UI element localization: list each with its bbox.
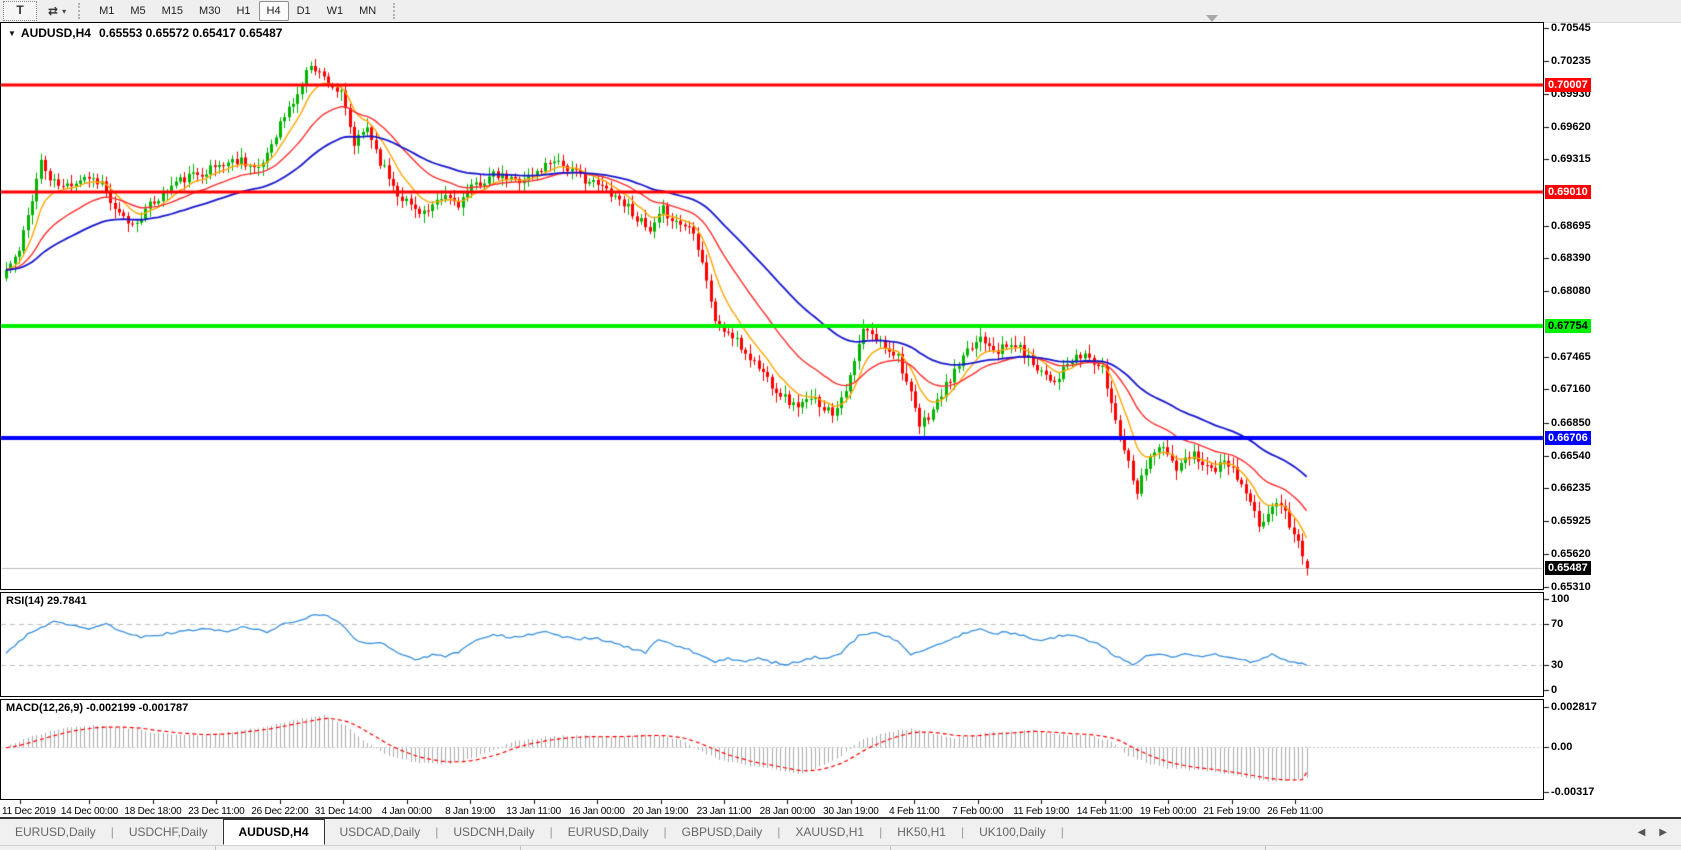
time-tick-label: 23 Dec 11:00 bbox=[188, 806, 245, 817]
macd-tick-label: 0.002817 bbox=[1551, 701, 1597, 713]
statusbar-separator bbox=[890, 846, 891, 850]
time-tick-label: 4 Jan 00:00 bbox=[381, 806, 432, 817]
price-tick-label: 0.65310 bbox=[1551, 580, 1591, 593]
macd-tick-label: -0.00317 bbox=[1551, 786, 1595, 798]
statusbar-separator bbox=[1265, 846, 1266, 850]
chart-tab-eurusd-daily[interactable]: EURUSD,Daily bbox=[567, 825, 649, 839]
chart-symbol: AUDUSD,H4 bbox=[20, 26, 91, 40]
price-tick-label: 0.69315 bbox=[1551, 153, 1591, 166]
price-tick-label: 0.67465 bbox=[1551, 350, 1591, 363]
tab-separator: | bbox=[435, 825, 439, 839]
macd-indicator-label: MACD(12,26,9) -0.002199 -0.001787 bbox=[6, 702, 189, 714]
time-tick-label: 21 Feb 19:00 bbox=[1203, 806, 1260, 817]
chart-tab-eurusd-daily[interactable]: EURUSD,Daily bbox=[15, 825, 96, 839]
tab-separator: | bbox=[1060, 825, 1064, 839]
price-tick-label: 0.69620 bbox=[1551, 120, 1591, 133]
time-tick-label: 13 Jan 11:00 bbox=[506, 806, 561, 817]
window-divider bbox=[0, 817, 1681, 819]
chart-tab-uk100-daily[interactable]: UK100,Daily bbox=[979, 825, 1046, 839]
tab-separator: | bbox=[110, 825, 114, 839]
chart-shift-marker[interactable] bbox=[1206, 15, 1218, 22]
rsi-tick-label: 0 bbox=[1551, 684, 1558, 696]
time-tick-label: 11 Dec 2019 bbox=[2, 806, 56, 817]
price-tick-label: 0.65925 bbox=[1551, 515, 1591, 528]
price-tick-label: 0.66540 bbox=[1551, 449, 1591, 462]
rsi-tick-label: 70 bbox=[1551, 617, 1564, 630]
time-tick-label: 26 Dec 22:00 bbox=[251, 806, 309, 817]
tab-scroll-right-icon[interactable]: ▶ bbox=[1659, 826, 1667, 838]
tab-separator: | bbox=[960, 825, 965, 839]
price-tick-label: 0.68390 bbox=[1551, 252, 1591, 265]
time-tick-label: 31 Dec 14:00 bbox=[314, 806, 372, 817]
chart-ohlc-values: 0.65553 0.65572 0.65417 0.65487 bbox=[98, 26, 283, 40]
tab-separator: | bbox=[777, 825, 781, 839]
chart-tab-audusd-h4[interactable]: AUDUSD,H4 bbox=[222, 819, 325, 845]
chart-title: ▼ AUDUSD,H4 0.65553 0.65572 0.65417 0.65… bbox=[8, 26, 282, 40]
time-tick-label: 19 Feb 00:00 bbox=[1139, 806, 1197, 817]
macd-tick-label: 0.00 bbox=[1551, 741, 1573, 753]
status-bar bbox=[0, 845, 1681, 850]
tab-separator: | bbox=[663, 825, 667, 839]
rsi-tick-label: 30 bbox=[1551, 659, 1564, 672]
chart-tabs: EURUSD,Daily | USDCHF,Daily AUDUSD,H4 USDCAD… bbox=[0, 819, 1064, 845]
price-tick-label: 0.70235 bbox=[1551, 55, 1591, 68]
hline-price-label: 0.66706 bbox=[1545, 430, 1591, 445]
price-tick-label: 0.70545 bbox=[1551, 22, 1591, 35]
tab-scroll-left-icon[interactable]: ◀ bbox=[1637, 826, 1646, 838]
price-tick-label: 0.66235 bbox=[1551, 482, 1591, 495]
price-tick-label: 0.68695 bbox=[1551, 219, 1591, 232]
time-tick-label: 14 Dec 00:00 bbox=[60, 806, 118, 817]
price-tick-label: 0.68080 bbox=[1551, 285, 1591, 298]
time-tick-label: 20 Jan 19:00 bbox=[632, 806, 689, 817]
time-tick-label: 14 Feb 11:00 bbox=[1076, 806, 1133, 817]
price-tick-label: 0.66850 bbox=[1551, 416, 1591, 429]
chart-tab-bar: EURUSD,Daily | USDCHF,Daily AUDUSD,H4 USDCAD… bbox=[0, 819, 1681, 845]
chart-tab-gbpusd-daily[interactable]: GBPUSD,Daily bbox=[681, 825, 763, 839]
time-tick-label: 11 Feb 19:00 bbox=[1013, 806, 1070, 817]
tab-separator: | bbox=[549, 825, 553, 839]
time-tick-label: 23 Jan 11:00 bbox=[696, 806, 752, 817]
time-tick-label: 4 Feb 11:00 bbox=[889, 806, 940, 817]
tab-separator: | bbox=[879, 825, 883, 839]
rsi-tick-label: 100 bbox=[1551, 593, 1570, 605]
rsi-indicator-label: RSI(14) 29.7841 bbox=[6, 595, 87, 607]
price-tick-label: 0.65620 bbox=[1551, 547, 1591, 560]
statusbar-separator bbox=[215, 846, 216, 850]
chart-tab-usdchf-daily[interactable]: USDCHF,Daily bbox=[128, 825, 208, 839]
hline-price-label: 0.70007 bbox=[1545, 78, 1591, 93]
time-tick-label: 30 Jan 19:00 bbox=[823, 806, 879, 817]
chart-tab-usdcnh-daily[interactable]: USDCNH,Daily bbox=[453, 825, 535, 839]
price-tick-label: 0.67160 bbox=[1551, 383, 1591, 396]
hline-price-label: 0.67754 bbox=[1545, 319, 1591, 334]
chart-tab-usdcad-daily[interactable]: USDCAD,Daily bbox=[339, 825, 421, 839]
time-tick-label: 7 Feb 00:00 bbox=[952, 806, 1004, 817]
time-tick-label: 18 Dec 18:00 bbox=[124, 806, 182, 817]
time-tick-label: 16 Jan 00:00 bbox=[569, 806, 625, 817]
statusbar-separator bbox=[520, 846, 521, 850]
time-tick-label: 8 Jan 19:00 bbox=[445, 806, 496, 817]
time-tick-label: 26 Feb 11:00 bbox=[1267, 806, 1323, 817]
time-tick-label: 28 Jan 00:00 bbox=[759, 806, 816, 817]
chart-tab-xauusd-h1[interactable]: XAUUSD,H1 bbox=[795, 825, 865, 839]
hline-price-label: 0.69010 bbox=[1545, 184, 1591, 199]
symbol-dropdown-icon[interactable]: ▼ bbox=[8, 28, 16, 38]
tab-scroll-controls: ◀ ▶ bbox=[1638, 819, 1681, 845]
current-price-label: 0.65487 bbox=[1545, 561, 1591, 576]
chart-tab-hk50-h1[interactable]: HK50,H1 bbox=[897, 825, 946, 839]
